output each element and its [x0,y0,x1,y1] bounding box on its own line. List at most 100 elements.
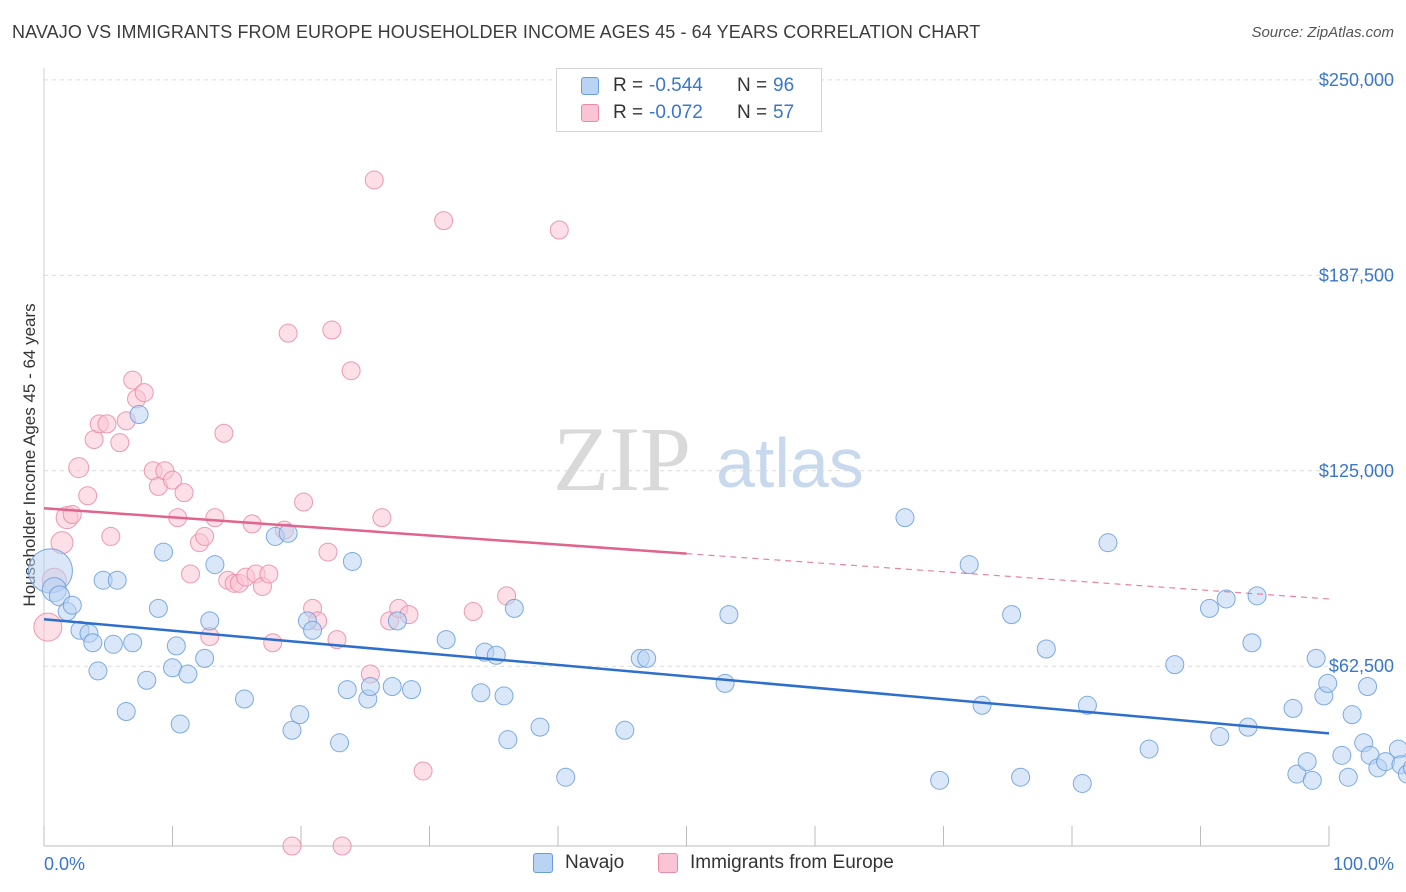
europe-point [205,508,225,528]
europe-point [282,836,302,856]
legend-label-navajo: Navajo [565,852,625,873]
watermark-atlas: atlas [716,424,864,502]
europe-point [78,486,98,506]
navajo-point [719,605,739,625]
europe-point [294,492,314,512]
europe-trend-line-dashed [686,553,1330,600]
navajo-point [205,555,225,575]
navajo-point [1002,605,1022,625]
x-axis [43,68,1330,847]
navajo-point [154,542,174,562]
navajo-point [1388,739,1406,759]
navajo-point [1011,767,1031,787]
navajo-point [1318,673,1338,693]
europe-point [33,612,63,642]
r-label: R = [613,102,644,123]
navajo-point [504,598,524,618]
navajo-point [382,677,402,697]
navajo-point [1358,677,1378,697]
navajo-point [103,634,123,654]
europe-point [62,505,82,525]
europe-point [413,761,433,781]
chart-source: Source: ZipAtlas.com [1251,24,1394,41]
navajo-point [1297,752,1317,772]
europe-point [322,320,342,340]
navajo-point [62,595,82,615]
navajo-point [148,598,168,618]
y-axis-ticks: $62,500 $125,000 $187,500 $250,000 [1319,70,1394,676]
navajo-point [360,677,380,697]
trend-lines [43,507,1330,735]
navajo-point [1098,533,1118,553]
europe-trend-line [43,507,687,555]
navajo-legend-swatch [533,853,553,873]
europe-point [163,470,182,490]
navajo-point [195,648,215,668]
navajo-point [494,686,514,706]
navajo-point [486,645,506,665]
europe-point [180,564,200,584]
n-value: 96 [773,75,795,96]
y-tick-label: $62,500 [1329,656,1394,676]
navajo-point [402,680,422,700]
navajo-point [200,611,220,631]
navajo-point [290,705,310,725]
navajo-point [129,404,149,424]
navajo-point [498,730,518,750]
europe-point [263,633,283,653]
navajo-point [1332,745,1352,765]
r-value: -0.544 [649,75,703,96]
y-tick-label: $250,000 [1319,70,1394,90]
navajo-point [1210,727,1230,747]
x-tick-label-max: 100.0% [1333,854,1394,874]
europe-point [318,542,338,562]
europe-point [463,601,483,621]
navajo-point [637,648,657,668]
navajo-point [83,633,103,653]
europe-point [372,508,392,528]
navajo-point [342,551,362,571]
navajo-point [1216,589,1236,609]
navajo-point [556,767,576,787]
navajo-point [303,620,323,640]
y-tick-label: $187,500 [1319,265,1394,285]
navajo-point [1072,773,1092,793]
chart-title: NAVAJO VS IMMIGRANTS FROM EUROPE HOUSEHO… [12,22,981,42]
navajo-point [895,508,915,528]
europe-point [123,370,143,390]
europe-point [259,564,279,584]
navajo-point [337,680,357,700]
navajo-point [530,717,550,737]
europe-point [434,211,454,231]
europe-legend-swatch [658,853,678,873]
europe-point [134,383,154,403]
navajo-point [1283,698,1303,718]
navajo-point [116,702,136,722]
navajo-point [1165,655,1185,675]
europe-point [101,526,121,546]
n-label: N = [737,75,768,96]
navajo-point [123,633,143,653]
navajo-point [88,661,108,681]
navajo-point [471,683,491,703]
navajo-point [1302,770,1322,790]
navajo-point [436,630,456,650]
stats-legend: R = -0.544 N = 96 R = -0.072 N = 57 [556,68,822,132]
navajo-point [715,673,735,693]
navajo-point [137,670,157,690]
navajo-point [972,695,992,715]
navajo-point [615,720,635,740]
europe-point [549,220,569,240]
x-tick-label-min: 0.0% [44,854,85,874]
europe-point [364,170,384,190]
navajo-point [1036,639,1056,659]
r-value: -0.072 [649,102,703,123]
navajo-point [1306,648,1326,668]
navajo-point [107,570,127,590]
navajo-series [27,404,1406,793]
navajo-point [330,733,350,753]
y-tick-label: $125,000 [1319,461,1394,481]
navajo-point [1342,705,1362,725]
navajo-point [1242,633,1262,653]
navajo-point [1139,739,1159,759]
